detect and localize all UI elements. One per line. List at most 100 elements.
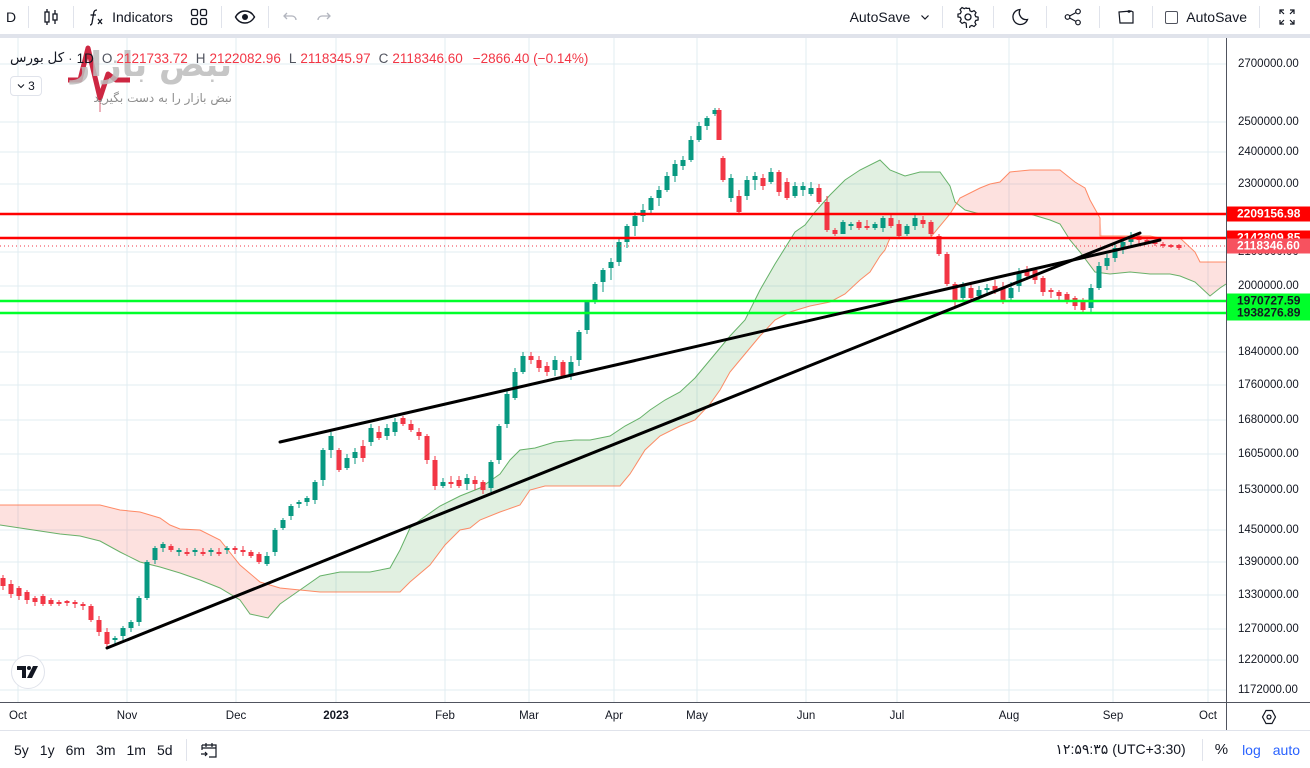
candle-up [192,550,198,552]
price-tick-label: 1605000.00 [1238,448,1299,460]
candle-down [1048,290,1054,292]
axis-settings-button[interactable] [1226,702,1310,730]
candle-up [664,176,670,190]
range-3m-button[interactable]: 3m [96,741,116,758]
time-tick-label: Jun [796,710,816,722]
candle-up [296,502,302,504]
settings-button[interactable] [947,0,989,34]
price-tick-label: 2000000.00 [1238,280,1299,292]
candle-up [688,140,694,160]
divider [1201,738,1203,761]
price-chart[interactable] [0,38,1226,702]
redo-button[interactable] [307,0,341,34]
candle-down [716,110,722,140]
candle-down [736,196,742,212]
candle-up [672,164,678,176]
time-axis[interactable]: Oct Nov Dec 2023 Feb Mar Apr May Jun Jul Aug Sep Oct [0,702,1226,730]
symbol-short: D [6,9,17,25]
auto-scale-toggle[interactable]: auto [1272,741,1300,758]
divider [73,6,75,28]
collapse-indicators-button[interactable]: 3 [10,76,42,96]
percent-scale-toggle[interactable]: % [1214,741,1229,758]
time-tick-label: Oct [9,710,27,722]
layouts-button[interactable] [181,0,217,34]
range-5y-button[interactable]: 5y [14,741,29,758]
candle-up [1016,272,1022,286]
go-to-date-button[interactable] [191,733,227,767]
candles-icon [44,9,58,25]
price-tick-label: 2500000.00 [1238,116,1299,128]
candle-down [168,546,174,550]
candle-down [32,598,38,602]
candle-down [80,604,86,606]
candle-down [1056,292,1062,296]
time-tick-label: Nov [116,710,138,722]
autosave-dropdown-label: AutoSave [849,9,911,25]
candle-up [128,622,134,628]
symbol-button[interactable]: D [0,0,24,34]
divider [185,738,187,761]
candle-up [984,288,990,290]
candle-up [520,356,526,372]
bottom-toolbar: 5y 1y 6m 3m 1m 5d ۱۲:۵۹:۳۵ (UTC+3:30) % … [0,730,1310,768]
candle-up [728,178,734,198]
kumo-cloud-bearish [958,170,1226,296]
candle-down [448,482,454,484]
legend-symbol[interactable]: کل بورس [10,50,65,65]
price-tick-label: 1450000.00 [1238,524,1299,536]
kumo-cloud-bullish [302,160,958,592]
candle-up [352,452,358,458]
indicators-button[interactable]: Indicators [78,0,181,34]
theme-toggle-button[interactable] [998,0,1042,34]
candle-down [200,552,206,554]
price-tick-label: 1760000.00 [1238,379,1299,391]
undo-button[interactable] [273,0,307,34]
candle-down [760,178,766,186]
candle-up [1104,258,1110,266]
price-tick-label: 1220000.00 [1238,654,1299,666]
tradingview-logo[interactable] [11,655,45,689]
candle-up [680,160,686,166]
candle-down [968,288,974,298]
divider [220,6,222,28]
candle-down [888,218,894,226]
senkou-span-b-line [0,169,1226,593]
candle-up [608,262,614,268]
legend-high-label: H [195,50,206,66]
fullscreen-button[interactable] [1264,0,1310,34]
price-tick-label: 1330000.00 [1238,589,1299,601]
autosave-checkbox[interactable]: AutoSave [1157,0,1255,34]
range-1y-button[interactable]: 1y [39,741,55,758]
legend-low-label: L [288,50,297,66]
price-axis[interactable]: 2700000.00 2500000.00 2400000.00 2300000.00… [1226,38,1310,702]
share-button[interactable] [1051,0,1095,34]
candle-down [992,286,998,290]
time-tick-label: 2023 [323,710,349,722]
candle-down [1176,245,1182,248]
moon-icon [1012,8,1029,26]
snapshot-button[interactable] [1104,0,1148,34]
legend-close-value: 2118346.60 [392,50,463,66]
chart-pane[interactable]: نبض بازار نبض بازار را به دست بگیرید کل … [0,38,1226,702]
checkbox-icon[interactable] [1165,10,1179,24]
autosave-dropdown[interactable]: AutoSave [842,0,939,34]
divider [28,6,30,28]
price-tick-label: 1390000.00 [1238,556,1299,568]
range-1m-button[interactable]: 1m [126,741,146,758]
log-scale-toggle[interactable]: log [1242,741,1261,758]
chart-type-button[interactable] [33,0,69,34]
candle-up [312,482,318,500]
tradingview-logo-icon [17,666,38,678]
clock-timezone[interactable]: ۱۲:۵۹:۳۵ (UTC+3:30) [1055,741,1186,757]
candle-down [96,620,102,632]
candle-up [496,426,502,460]
candle-down [528,356,534,360]
range-5d-button[interactable]: 5d [156,741,173,758]
range-6m-button[interactable]: 6m [65,741,86,758]
candle-down [56,602,62,604]
top-toolbar: D Indicators AutoSave AutoSav [0,0,1310,38]
legend-open-value: 2121733.72 [116,50,188,66]
candle-down [416,432,422,436]
time-tick-label: Jul [889,710,905,722]
hide-drawings-button[interactable] [226,0,264,34]
